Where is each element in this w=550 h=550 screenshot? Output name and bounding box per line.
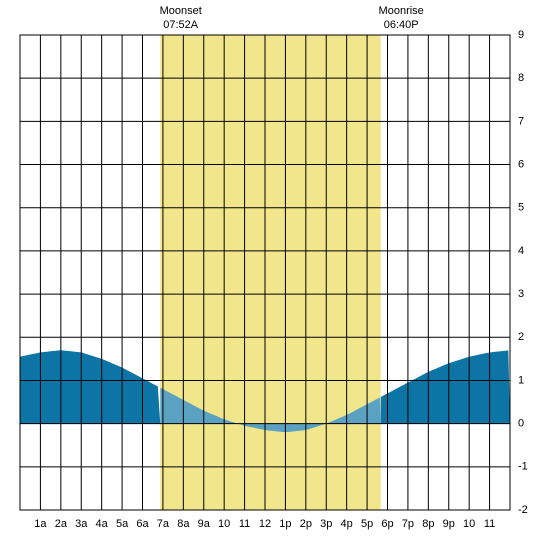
y-tick-label: 1	[518, 374, 524, 386]
tide-chart-svg: -2-101234567891a2a3a4a5a6a7a8a9a1011121p…	[0, 0, 550, 550]
y-tick-label: -1	[518, 461, 528, 473]
x-tick-label: 7a	[157, 518, 170, 530]
x-tick-label: 11	[239, 518, 250, 530]
x-tick-label: 3a	[75, 518, 88, 530]
y-tick-label: 7	[518, 115, 524, 127]
tide-chart: -2-101234567891a2a3a4a5a6a7a8a9a1011121p…	[0, 0, 550, 550]
x-tick-label: 4p	[341, 518, 353, 530]
x-tick-label: 2a	[55, 518, 68, 530]
x-tick-label: 8p	[422, 518, 434, 530]
x-tick-label: 9p	[443, 518, 455, 530]
moonrise-time: 06:40P	[384, 19, 419, 31]
y-tick-label: 3	[518, 288, 524, 300]
x-tick-label: 10	[463, 518, 475, 530]
x-tick-label: 6p	[381, 518, 393, 530]
y-tick-label: 9	[518, 29, 524, 41]
x-tick-label: 5a	[116, 518, 129, 530]
x-tick-label: 11	[484, 518, 495, 530]
moonset-time: 07:52A	[163, 19, 199, 31]
x-tick-label: 4a	[96, 518, 109, 530]
x-tick-label: 1a	[34, 518, 47, 530]
x-tick-label: 12	[259, 518, 271, 530]
x-tick-label: 10	[218, 518, 230, 530]
x-tick-label: 9a	[198, 518, 211, 530]
y-tick-label: 6	[518, 158, 524, 170]
y-tick-label: 5	[518, 202, 524, 214]
x-tick-label: 6a	[136, 518, 149, 530]
moonrise-label: Moonrise	[379, 5, 424, 17]
x-tick-label: 3p	[320, 518, 332, 530]
moonset-label: Moonset	[160, 5, 202, 17]
y-tick-label: 2	[518, 331, 524, 343]
y-tick-label: 8	[518, 72, 524, 84]
y-tick-label: 0	[518, 418, 524, 430]
x-tick-label: 2p	[300, 518, 312, 530]
x-tick-label: 8a	[177, 518, 190, 530]
x-tick-label: 5p	[361, 518, 373, 530]
x-tick-label: 1p	[279, 518, 291, 530]
x-tick-label: 7p	[402, 518, 414, 530]
y-tick-label: 4	[518, 245, 524, 257]
y-tick-label: -2	[518, 504, 528, 516]
